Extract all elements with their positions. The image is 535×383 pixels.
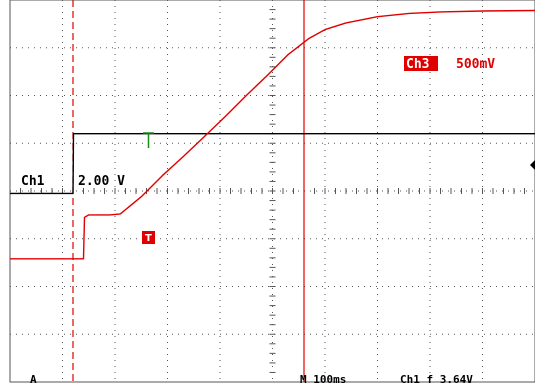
status-timebase: M 100ms [300,373,346,383]
markers: T [142,132,535,244]
graticule [9,0,535,383]
ch3-label: Ch3 [406,57,429,72]
trigger-marker-box [142,231,155,244]
status-bar: A M 100ms Ch1 f 3.64V [30,373,473,383]
trigger-marker: T [145,233,152,244]
ch1-scale: 2.00 V [78,174,125,189]
ch1-label: Ch1 [21,174,45,189]
ch3-trace [10,9,535,260]
status-acquire: A [30,373,37,383]
ch1-ground-marker-icon [143,132,154,148]
channel-labels: Ch1 2.00 V Ch3 500mV [21,56,495,189]
trigger-level-arrow-icon [530,160,535,170]
ch1-trace [10,133,535,195]
traces [10,9,535,260]
ch3-scale: 500mV [456,57,495,72]
status-trigger: Ch1 f 3.64V [400,373,473,383]
ch3-label-box [404,56,438,71]
